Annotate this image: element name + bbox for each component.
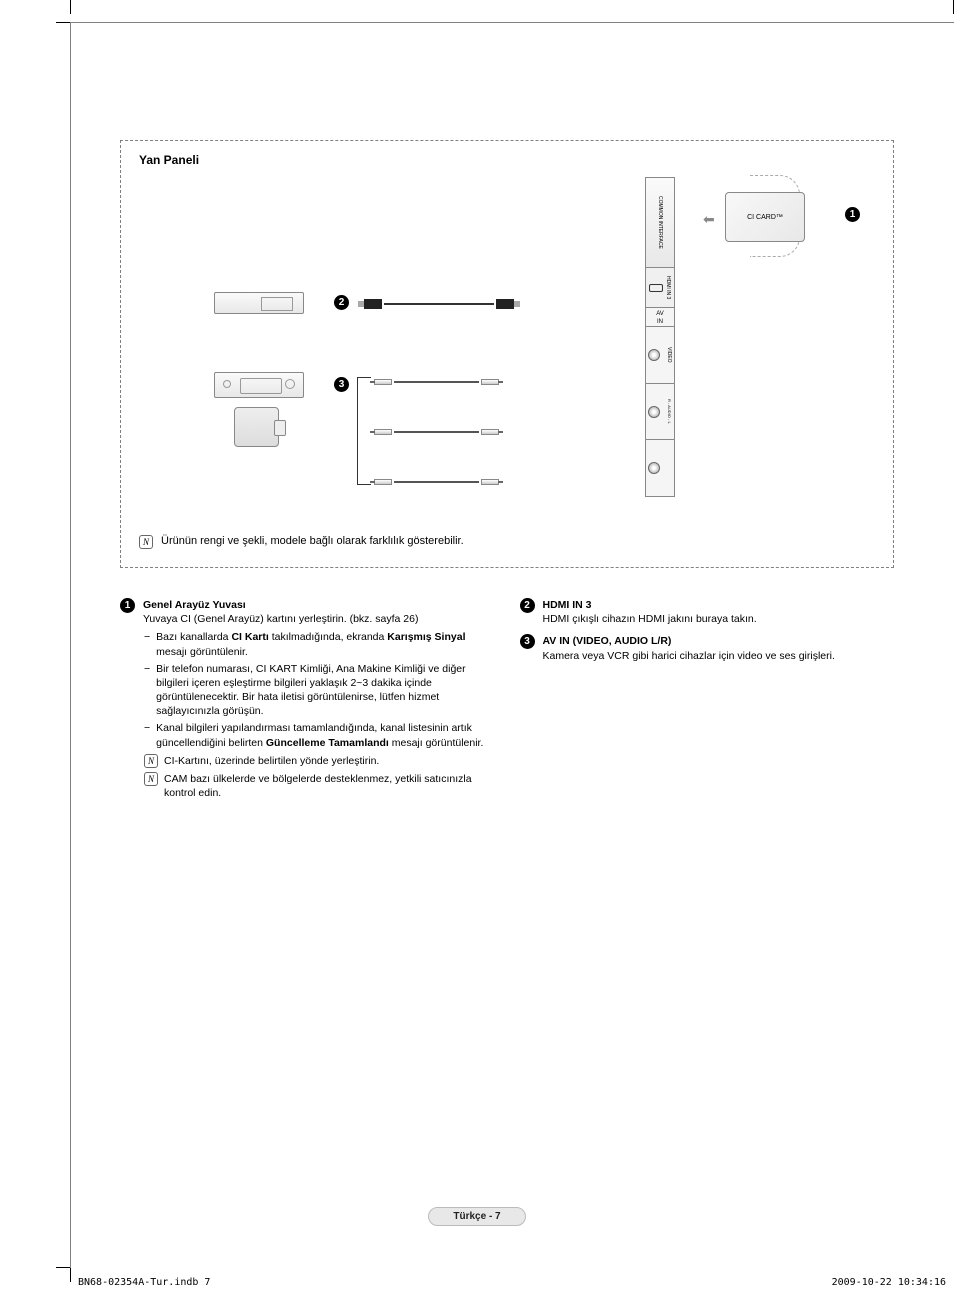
item-1-number: 1 — [120, 598, 135, 613]
diagram-note: N Ürünün rengi ve şekli, modele bağlı ol… — [139, 535, 875, 549]
diagram-title: Yan Paneli — [139, 153, 875, 167]
note-icon: N — [144, 772, 158, 786]
right-column: 2 HDMI IN 3 HDMI çıkışlı cihazın HDMI ja… — [520, 598, 895, 800]
audio-l-port — [646, 440, 674, 496]
print-meta-right: 2009-10-22 10:34:16 — [832, 1277, 946, 1288]
tv-side-panel: COMMON INTERFACE HDMI IN 3 AVIN VIDEO R … — [645, 177, 675, 497]
item-3-body: Kamera veya VCR gibi harici cihazlar içi… — [543, 649, 835, 663]
page-number-pill: Türkçe - 7 — [428, 1207, 525, 1226]
rca-audio-r-cable — [394, 431, 479, 433]
ci-card: CI CARD™ — [725, 192, 805, 242]
page-footer: Türkçe - 7 — [0, 1207, 954, 1226]
common-interface-slot: COMMON INTERFACE — [646, 178, 674, 268]
item-1-note-1: N CI-Kartını, üzerinde belirtilen yönde … — [144, 754, 495, 768]
item-3-number: 3 — [520, 634, 535, 649]
left-column: 1 Genel Arayüz Yuvası Yuvaya CI (Genel A… — [120, 598, 495, 800]
note-icon: N — [144, 754, 158, 768]
note-icon: N — [139, 535, 153, 549]
vcr-icon — [214, 372, 304, 398]
side-panel-diagram: Yan Paneli COMMON INTERFACE HDMI IN 3 AV… — [120, 140, 894, 568]
hdmi-cable — [384, 303, 494, 305]
item-2-number: 2 — [520, 598, 535, 613]
av-in-label: AVIN — [646, 308, 674, 327]
camcorder-icon — [234, 407, 279, 447]
item-1-dash-2: − Bir telefon numarası, CI KART Kimliği,… — [144, 662, 495, 719]
callout-1-icon: 1 — [845, 207, 860, 222]
hdmi-in-3-port: HDMI IN 3 — [646, 268, 674, 308]
item-1-intro: Yuvaya CI (Genel Arayüz) kartını yerleşt… — [143, 612, 418, 626]
callout-2-icon: 2 — [334, 295, 349, 310]
item-2-body: HDMI çıkışlı cihazın HDMI jakını buraya … — [543, 612, 757, 626]
item-1-dash-3: − Kanal bilgileri yapılandırması tamamla… — [144, 721, 495, 749]
page-content: Yan Paneli COMMON INTERFACE HDMI IN 3 AV… — [120, 140, 894, 800]
item-2-title: HDMI IN 3 — [543, 598, 757, 612]
descriptions: 1 Genel Arayüz Yuvası Yuvaya CI (Genel A… — [120, 598, 894, 800]
av-bracket-icon — [357, 377, 371, 485]
item-1-title: Genel Arayüz Yuvası — [143, 598, 418, 612]
insert-arrow-icon: ⬅ — [703, 211, 715, 228]
print-meta-left: BN68-02354A-Tur.indb 7 — [78, 1277, 210, 1288]
rca-video-cable — [394, 381, 479, 383]
callout-3-icon: 3 — [334, 377, 349, 392]
ci-card-illustration: ⬅ CI CARD™ 1 — [695, 177, 855, 267]
dvd-player-icon — [214, 292, 304, 314]
item-1-dash-1: − Bazı kanallarda CI Kartı takılmadığınd… — [144, 630, 495, 658]
diagram-area: COMMON INTERFACE HDMI IN 3 AVIN VIDEO R … — [139, 177, 875, 527]
video-in-port: VIDEO — [646, 327, 674, 384]
item-1-note-2: N CAM bazı ülkelerde ve bölgelerde deste… — [144, 772, 495, 800]
rca-audio-l-cable — [394, 481, 479, 483]
item-3-title: AV IN (VIDEO, AUDIO L/R) — [543, 634, 835, 648]
audio-r-port: R - AUDIO - L — [646, 384, 674, 441]
